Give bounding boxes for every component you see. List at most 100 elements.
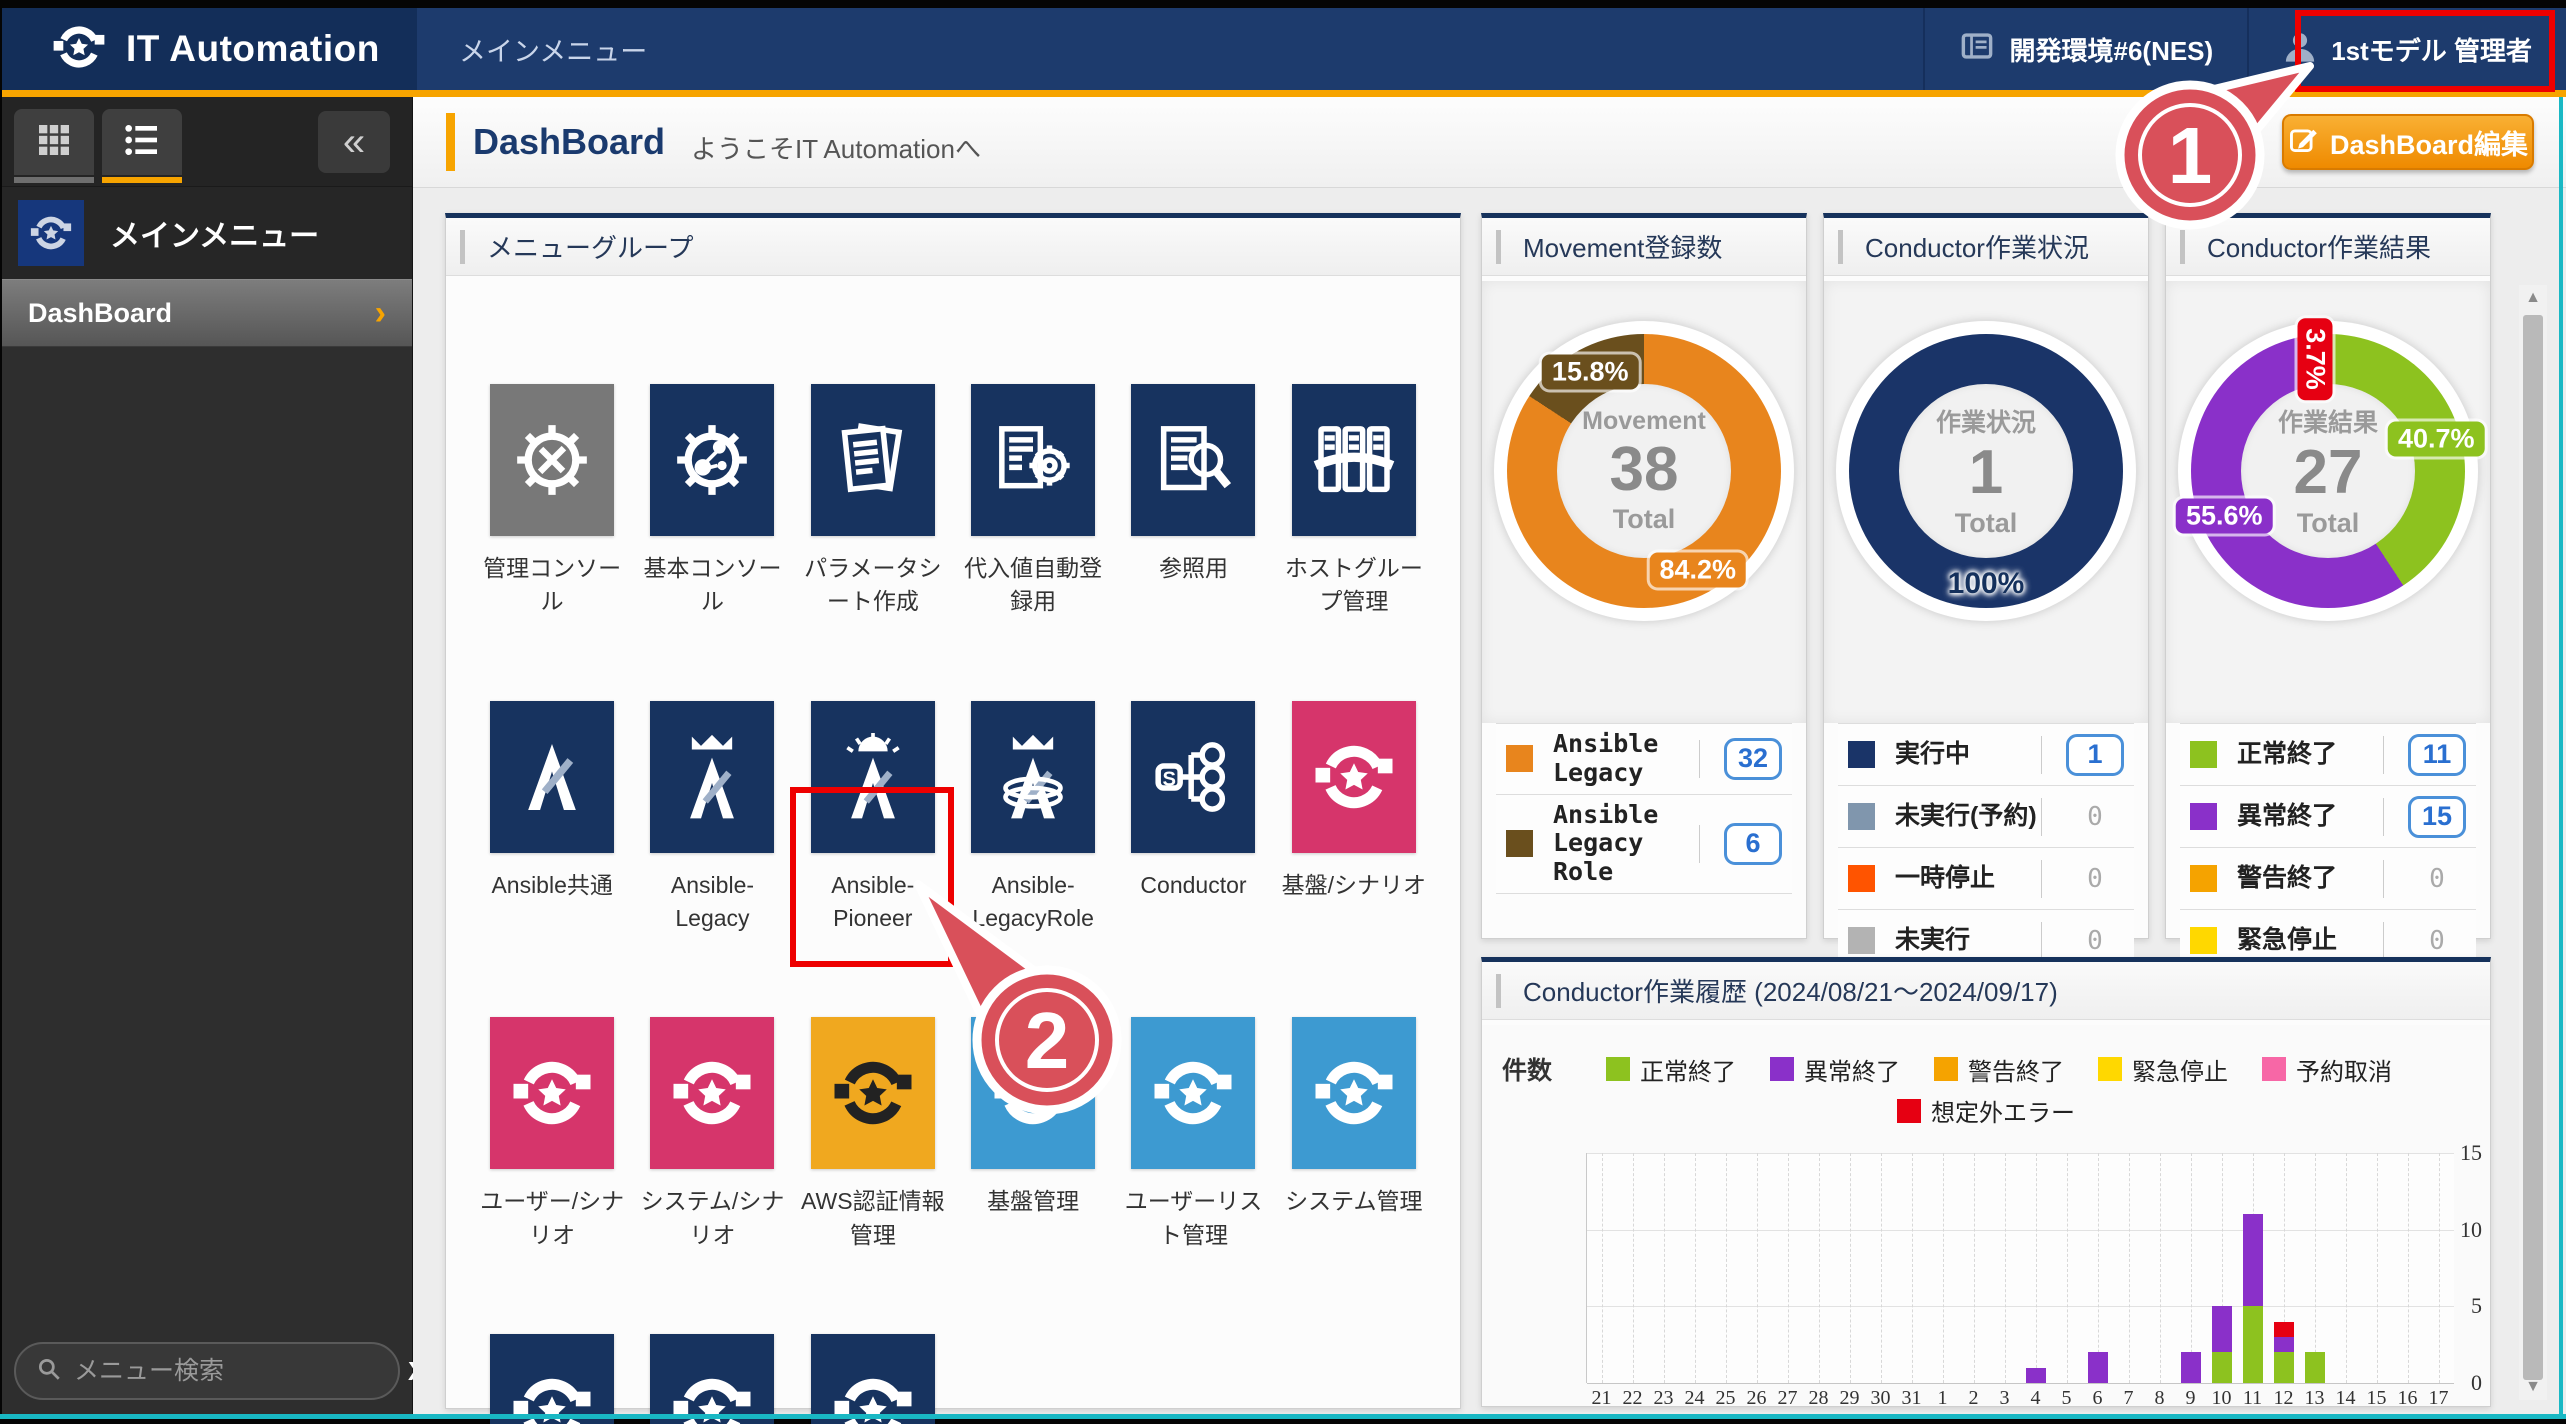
legend-row: 異常終了 15 xyxy=(2180,786,2476,848)
chevron-right-icon: › xyxy=(374,293,386,332)
vertical-scrollbar[interactable]: ▲ ▼ xyxy=(2519,285,2547,1400)
bar-slot-day-11 xyxy=(2237,1153,2268,1383)
status-panel-title: Conductor作業状況 xyxy=(1865,233,2089,263)
menu-tile-3[interactable] xyxy=(810,384,935,536)
bar-segment xyxy=(2273,1352,2294,1383)
menu-tile-label: Ansible共通 xyxy=(491,871,613,898)
history-legend: 件数 正常終了 異常終了 警告終了 緊急停止 予約取消 xyxy=(1482,1025,2490,1087)
menu-group-title: メニューグループ xyxy=(487,233,694,263)
x-tick-labels: 21 22 23 24 25 26 27 28 29 30 31 1 2 3 4 5 6 7 8 9 10 11 12 13 1… xyxy=(1586,1387,2454,1410)
history-legend-item: 緊急停止 xyxy=(2098,1052,2228,1087)
menu-tile-11[interactable]: S xyxy=(1131,700,1256,853)
menu-tile-15[interactable] xyxy=(810,1017,935,1170)
menu-tile-cell: 参照用 xyxy=(1113,384,1273,619)
legend-swatch xyxy=(1506,830,1533,858)
sidebar-collapse-button[interactable]: « xyxy=(318,111,390,173)
gridline xyxy=(1587,1306,2454,1308)
scroll-down-icon[interactable]: ▼ xyxy=(2525,1378,2541,1395)
x-tick-label: 7 xyxy=(2123,1387,2134,1409)
menu-tile-20[interactable] xyxy=(650,1334,775,1424)
legend-divider xyxy=(2383,797,2384,836)
menu-tile-13[interactable] xyxy=(490,1017,615,1170)
bar-slot-day-10 xyxy=(2206,1153,2237,1383)
donut-pct-label: 3.7% xyxy=(2297,317,2333,400)
bar-slot-day-1 xyxy=(1928,1153,1959,1383)
tab-list-view[interactable] xyxy=(102,109,182,175)
legend-value[interactable]: 11 xyxy=(2408,733,2466,776)
menu-tile-7[interactable] xyxy=(490,700,615,853)
menu-tile-14[interactable] xyxy=(650,1017,775,1170)
donut-center-value: 38 xyxy=(1609,434,1679,504)
legend-divider xyxy=(1699,739,1700,778)
dashboard-edit-button[interactable]: DashBoard編集 xyxy=(2282,114,2534,170)
donut-pct-label: 15.8% xyxy=(1541,354,1639,390)
scroll-up-icon[interactable]: ▲ xyxy=(2525,289,2541,306)
menu-tile-16[interactable] xyxy=(971,1017,1096,1170)
legend-row: 一時停止 0 xyxy=(1838,848,2134,910)
environment-menu[interactable]: 開発環境#6(NES) xyxy=(1923,8,2247,90)
legend-value[interactable]: 1 xyxy=(2066,733,2124,776)
conductor-result-panel: Conductor作業結果 作業結果 27 Total 40.7% 55.6% 3.7% … xyxy=(2165,213,2491,1105)
menu-tile-cell: Ansible-LegacyRole xyxy=(953,700,1113,936)
menu-tile-cell: 管理コンソール xyxy=(472,384,632,619)
menu-tile-5[interactable] xyxy=(1131,384,1256,536)
legend-swatch xyxy=(2190,741,2217,768)
menu-tile-19[interactable] xyxy=(490,1334,615,1424)
legend-divider xyxy=(1699,824,1700,863)
menu-tile-1[interactable] xyxy=(490,384,615,536)
legend-label: 緊急停止 xyxy=(2237,926,2338,955)
menu-tile-9[interactable] xyxy=(810,700,935,853)
bar-slot-day-13 xyxy=(2299,1153,2330,1383)
scrollbar-thumb[interactable] xyxy=(2523,315,2543,1380)
header-accent xyxy=(1496,973,1501,1008)
menu-tile-label: システム管理 xyxy=(1285,1188,1423,1215)
legend-row: Ansible Legacy 32 xyxy=(1496,724,1792,795)
x-tick-label: 17 xyxy=(2428,1387,2449,1409)
movement-legend: Ansible Legacy 32 Ansible Legacy Role 6 xyxy=(1496,723,1792,894)
app-brand: IT Automation xyxy=(2,8,417,90)
x-tick-label: 10 xyxy=(2211,1387,2232,1409)
tab-grid-view[interactable] xyxy=(14,109,94,175)
x-tick-label: 13 xyxy=(2304,1387,2325,1409)
result-panel-title: Conductor作業結果 xyxy=(2207,233,2431,263)
legend-divider xyxy=(2383,921,2384,960)
menu-tile-10[interactable] xyxy=(971,700,1096,853)
x-tick-label: 8 xyxy=(2154,1387,2165,1409)
menu-tile-12[interactable] xyxy=(1291,700,1416,853)
menu-tile-label: ユーザーリスト管理 xyxy=(1124,1188,1263,1248)
menu-tile-21[interactable] xyxy=(810,1334,935,1424)
legend-value: 0 xyxy=(2087,801,2103,832)
menu-tile-18[interactable] xyxy=(1291,1017,1416,1170)
menu-tile-cell: 基盤/シナリオ xyxy=(1274,700,1434,936)
y-tick-label: 10 xyxy=(2460,1216,2482,1242)
y-axis-title: 件数 xyxy=(1502,1057,1553,1085)
header-accent xyxy=(2180,229,2185,264)
list-icon xyxy=(121,120,163,165)
legend-label: Ansible Legacy Role xyxy=(1553,799,1659,886)
donut-center-label: 作業結果 xyxy=(2277,409,2378,438)
donut-pct-label: 100% xyxy=(1947,567,2025,600)
bar-slot-day-6 xyxy=(2083,1153,2114,1383)
legend-label: 緊急停止 xyxy=(2132,1058,2229,1086)
bar-slot-day-29 xyxy=(1835,1153,1866,1383)
menu-tile-6[interactable] xyxy=(1291,384,1416,536)
menu-tile-17[interactable] xyxy=(1131,1017,1256,1170)
donut-pct-label: 84.2% xyxy=(1649,552,1747,588)
menu-tile-label: Ansible-Pioneer xyxy=(831,871,915,932)
menu-tile-4[interactable] xyxy=(971,384,1096,536)
legend-value[interactable]: 6 xyxy=(1724,822,1782,865)
topbar-menu-title[interactable]: メインメニュー xyxy=(459,36,648,67)
menu-tile-2[interactable] xyxy=(650,384,775,536)
bar-segment xyxy=(2087,1352,2108,1383)
legend-value[interactable]: 15 xyxy=(2408,795,2466,838)
menu-tile-8[interactable] xyxy=(650,700,775,853)
sidebar-item-dashboard[interactable]: DashBoard › xyxy=(2,279,412,347)
window-edge-bottom xyxy=(0,1414,2566,1419)
menu-tile-cell: Ansible-Legacy xyxy=(632,700,792,936)
result-donut-chart: 作業結果 27 Total 40.7% 55.6% 3.7% xyxy=(2175,317,2485,621)
menu-search-input[interactable] xyxy=(74,1356,396,1386)
bar-slot-day-24 xyxy=(1680,1153,1711,1383)
menu-tile-cell: 基盤管理 xyxy=(953,1017,1113,1252)
legend-value[interactable]: 32 xyxy=(1724,737,1782,780)
